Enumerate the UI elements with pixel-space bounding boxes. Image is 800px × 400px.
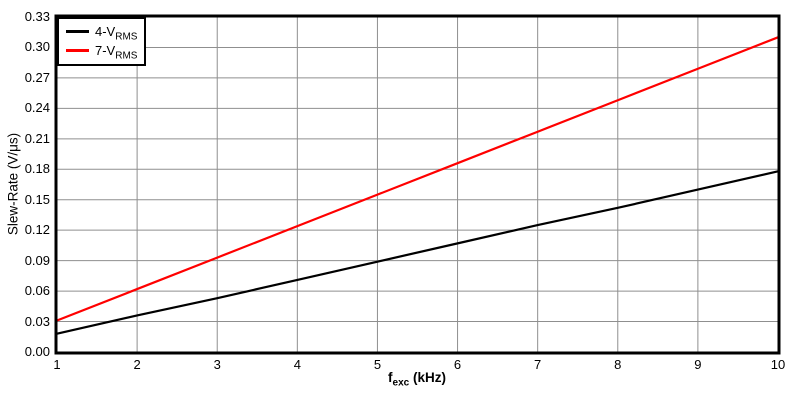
legend: 4-VRMS 7-VRMS bbox=[57, 17, 146, 66]
y-tick-label: 0.30 bbox=[24, 39, 50, 55]
legend-label-4vrms: 4-VRMS bbox=[95, 24, 137, 42]
legend-item-4vrms: 4-VRMS bbox=[66, 22, 144, 42]
x-axis-title-symbol: f bbox=[388, 370, 393, 385]
y-tick-label: 0.06 bbox=[24, 283, 50, 299]
grid-lines bbox=[57, 17, 778, 352]
y-tick-label: 0.15 bbox=[24, 191, 50, 207]
y-tick-label: 0.33 bbox=[24, 9, 50, 24]
x-tick-label: 10 bbox=[770, 357, 786, 372]
x-tick-label: 8 bbox=[614, 357, 622, 372]
legend-line-sample-7vrms bbox=[66, 49, 89, 52]
legend-label-7vrms-text: 7-V bbox=[95, 43, 116, 58]
y-axis-title: Slew-Rate (V/μs) bbox=[5, 132, 21, 236]
x-tick-label: 6 bbox=[453, 357, 462, 372]
y-tick-label: 0.18 bbox=[24, 161, 50, 177]
x-tick-label: 4 bbox=[293, 357, 301, 372]
legend-label-7vrms: 7-VRMS bbox=[95, 43, 137, 61]
y-tick-label: 0.24 bbox=[24, 100, 50, 116]
x-tick-label: 1 bbox=[53, 357, 61, 372]
legend-line-sample-4vrms bbox=[66, 30, 89, 33]
y-tick-label: 0.03 bbox=[24, 313, 50, 329]
x-axis-title: fexc (kHz) bbox=[317, 370, 517, 388]
x-tick-label: 9 bbox=[694, 357, 702, 372]
y-tick-label: 0.21 bbox=[24, 130, 50, 146]
y-tick-label: 0.12 bbox=[24, 222, 50, 238]
series-line-4vrms bbox=[56, 170, 779, 335]
legend-item-7vrms: 7-VRMS bbox=[66, 41, 144, 61]
y-tick-label: 0.09 bbox=[24, 252, 50, 268]
x-axis-title-unit: (kHz) bbox=[409, 370, 446, 385]
x-tick-label: 2 bbox=[133, 357, 141, 372]
x-tick-label: 5 bbox=[373, 357, 382, 372]
series-line-7vrms bbox=[56, 36, 779, 322]
y-tick-label: 0.27 bbox=[24, 69, 50, 85]
x-tick-label: 7 bbox=[534, 357, 542, 372]
y-tick-label: 0.00 bbox=[24, 344, 50, 359]
plot-border bbox=[54, 14, 781, 355]
legend-label-4vrms-text: 4-V bbox=[95, 24, 116, 39]
legend-label-7vrms-subscript: RMS bbox=[115, 50, 138, 62]
x-axis-title-subscript: exc bbox=[392, 377, 410, 389]
x-tick-label: 3 bbox=[213, 357, 221, 372]
legend-label-4vrms-subscript: RMS bbox=[115, 31, 138, 43]
